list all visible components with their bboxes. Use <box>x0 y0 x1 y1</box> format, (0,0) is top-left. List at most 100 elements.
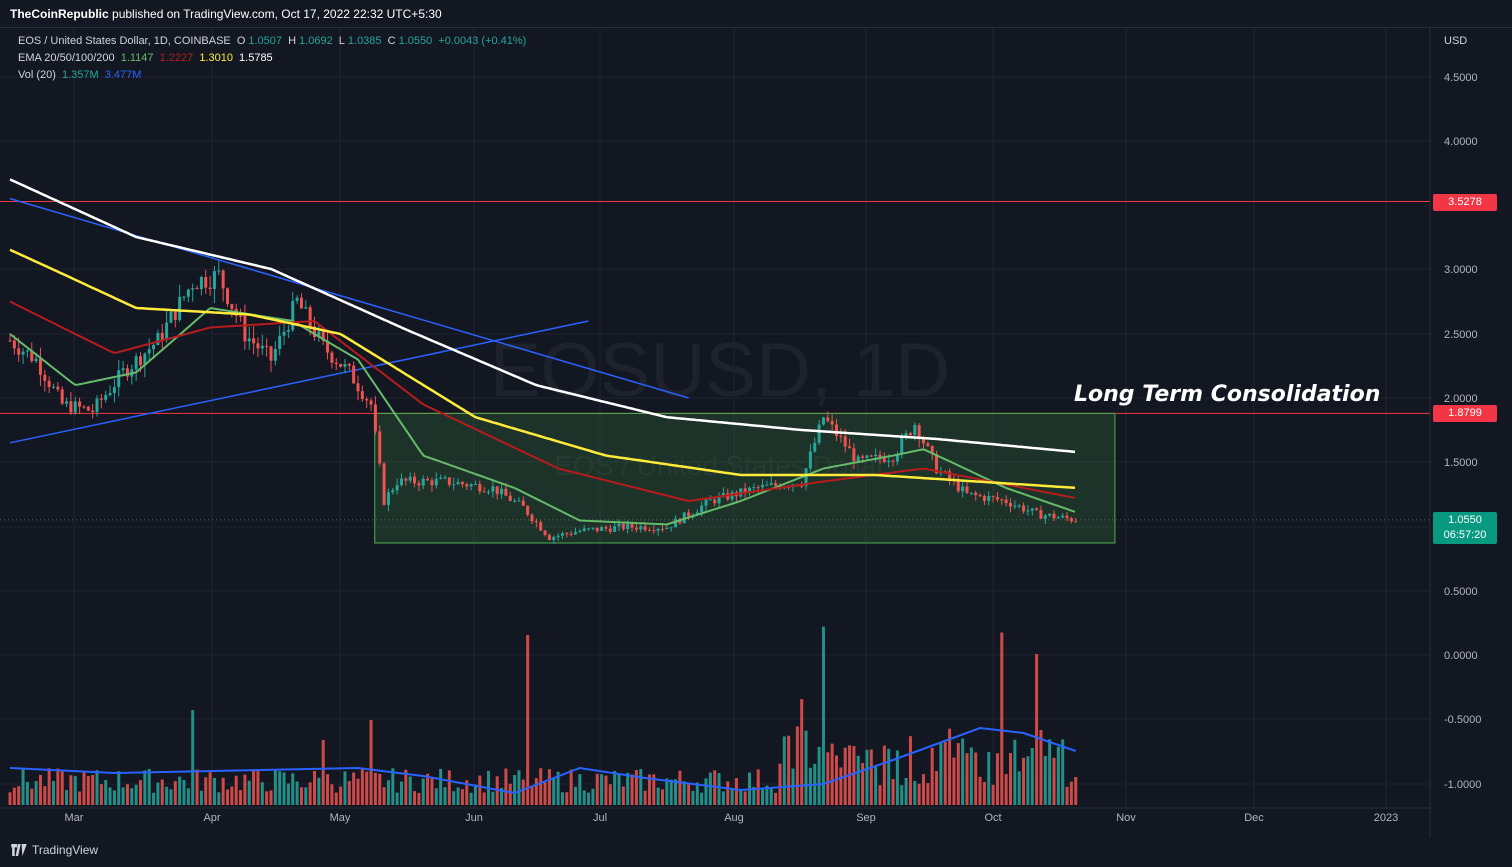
volume-ma <box>9 726 1077 795</box>
volume-bar-29 <box>134 784 138 805</box>
legend-ema20: 1.1147 <box>120 52 154 64</box>
candle-body-184 <box>808 451 812 469</box>
candle-body-116 <box>513 500 517 502</box>
price-chart[interactable]: EOSUSD, 1D EOS / United States Dollar 4.… <box>0 28 1512 838</box>
candle-body-233 <box>1022 505 1026 512</box>
volume-bar-122 <box>539 768 543 805</box>
volume-bar-33 <box>152 792 156 805</box>
volume-bar-31 <box>143 770 147 805</box>
currency-label: USD <box>1444 35 1467 47</box>
price-axis[interactable]: 4.5000 4.0000 3.0000 2.5000 2.0000 1.5000 0.50… <box>1429 28 1481 838</box>
candle-body-194 <box>852 448 856 462</box>
candle-body-16 <box>78 401 82 407</box>
candle-body-82 <box>365 399 369 401</box>
candle-body-63 <box>282 331 286 336</box>
candle-body-239 <box>1048 513 1052 516</box>
candle-body-59 <box>265 345 269 347</box>
legend-ema200: 1.5785 <box>239 52 273 64</box>
volume-bar-137 <box>604 775 608 805</box>
volume-bar-108 <box>478 775 482 805</box>
candle-body-9 <box>47 380 51 388</box>
volume-bar-198 <box>869 749 873 805</box>
candle-body-198 <box>869 455 873 457</box>
volume-bar-132 <box>582 790 586 805</box>
volume-bar-139 <box>613 770 617 805</box>
candle-body-106 <box>469 484 473 487</box>
volume-bar-18 <box>86 776 90 805</box>
volume-bar-5 <box>30 788 34 805</box>
legend-vol: 1.357M <box>61 69 99 81</box>
volume-bar-0 <box>8 792 12 805</box>
candle-body-240 <box>1052 513 1056 519</box>
volume-bar-212 <box>930 747 934 805</box>
candle-body-143 <box>630 523 634 528</box>
candle-body-211 <box>926 443 930 446</box>
candle-body-148 <box>652 530 656 532</box>
volume-bar-182 <box>800 699 804 805</box>
price-tick-1: 4.0000 <box>1444 136 1478 148</box>
volume-bar-189 <box>830 743 834 805</box>
candle-body-150 <box>661 528 664 530</box>
candle-body-126 <box>556 535 560 537</box>
volume-bar-155 <box>682 781 686 805</box>
volume-bar-106 <box>469 792 473 805</box>
candle-body-207 <box>908 432 912 436</box>
volume-bar-148 <box>652 774 656 805</box>
candle-body-173 <box>761 484 765 488</box>
candle-body-189 <box>830 420 834 425</box>
candle-body-65 <box>291 301 295 331</box>
candle-body-68 <box>304 307 308 309</box>
volume-bar-114 <box>504 768 508 805</box>
candle-body-78 <box>347 363 351 366</box>
volume-bar-154 <box>678 770 682 805</box>
volume-bar-37 <box>169 789 173 805</box>
bottom-bar: TradingView <box>0 838 1512 867</box>
volume-bar-121 <box>534 778 538 805</box>
volume-bar-116 <box>513 774 517 805</box>
candle-body-98 <box>434 478 438 486</box>
candle-body-22 <box>104 395 108 400</box>
candle-body-219 <box>961 486 965 492</box>
volume-bar-161 <box>708 772 712 805</box>
volume-bar-28 <box>130 788 134 805</box>
candle-body-92 <box>408 476 412 481</box>
volume-bar-199 <box>874 765 878 805</box>
volume-bar-208 <box>913 781 917 805</box>
volume-bar-197 <box>865 749 869 805</box>
candle-body-102 <box>452 484 456 486</box>
tradingview-logo[interactable]: TradingView <box>10 843 98 857</box>
time-tick-10: 2023 <box>1374 812 1398 824</box>
time-axis[interactable]: Mar Apr May Jun Jul Aug Sep Oct Nov Dec 2023 <box>0 807 1430 824</box>
time-tick-2: May <box>330 812 351 824</box>
volume-bar-43 <box>195 769 199 805</box>
volume-bar-149 <box>656 787 660 805</box>
candle-body-128 <box>565 533 569 535</box>
volume-bar-3 <box>21 768 25 805</box>
candle-body-226 <box>991 496 995 498</box>
candle-body-66 <box>295 297 299 302</box>
candle-body-32 <box>147 349 151 354</box>
candle-body-164 <box>721 492 725 497</box>
volume-bar-41 <box>186 788 190 805</box>
candle-body-93 <box>413 476 417 484</box>
candle-body-223 <box>978 495 982 497</box>
volume-bar-168 <box>739 790 743 805</box>
volume-bar-30 <box>139 780 142 805</box>
volume-bar-158 <box>695 782 699 805</box>
candle-body-229 <box>1004 499 1008 503</box>
candle-body-42 <box>191 288 195 290</box>
candle-body-43 <box>195 288 199 290</box>
price-tick-5: 1.5000 <box>1444 457 1478 469</box>
volume-bar-71 <box>317 777 321 805</box>
volume-bar-55 <box>247 780 251 805</box>
volume-bar-123 <box>543 782 547 805</box>
candle-body-57 <box>256 343 260 349</box>
volume-bar-133 <box>587 792 591 805</box>
volume-bar-6 <box>34 781 38 805</box>
candle-body-142 <box>626 523 630 530</box>
legend-ema-label: EMA 20/50/100/200 <box>18 52 115 64</box>
volume-bar-79 <box>352 772 356 805</box>
volume-bar-47 <box>212 777 216 805</box>
time-tick-7: Oct <box>984 812 1001 824</box>
volume-bar-188 <box>826 752 830 805</box>
